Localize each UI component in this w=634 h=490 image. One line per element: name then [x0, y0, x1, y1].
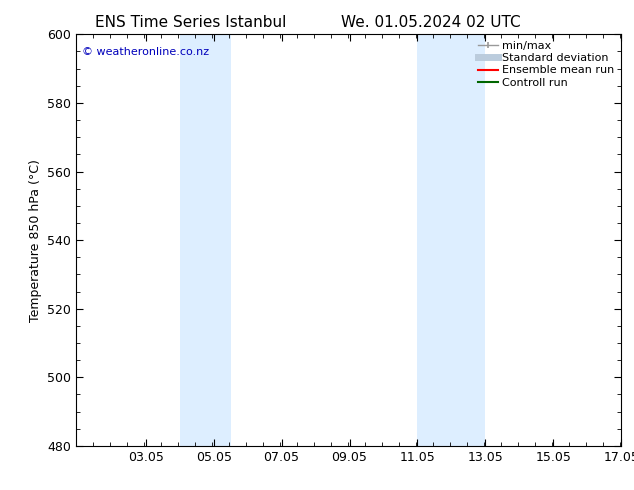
- Y-axis label: Temperature 850 hPa (°C): Temperature 850 hPa (°C): [29, 159, 42, 321]
- Text: © weatheronline.co.nz: © weatheronline.co.nz: [82, 47, 209, 57]
- Legend: min/max, Standard deviation, Ensemble mean run, Controll run: min/max, Standard deviation, Ensemble me…: [474, 37, 619, 92]
- Text: We. 01.05.2024 02 UTC: We. 01.05.2024 02 UTC: [341, 15, 521, 30]
- Bar: [418, 34, 486, 446]
- Text: ENS Time Series Istanbul: ENS Time Series Istanbul: [94, 15, 286, 30]
- Bar: [179, 34, 231, 446]
